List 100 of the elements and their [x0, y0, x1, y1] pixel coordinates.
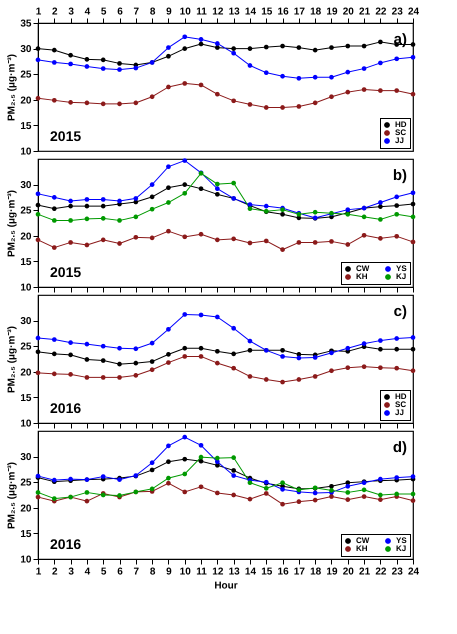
point	[117, 241, 122, 246]
point	[52, 218, 57, 223]
point	[52, 98, 57, 103]
point	[362, 44, 366, 48]
point	[68, 52, 73, 58]
point	[362, 214, 366, 220]
point	[410, 214, 416, 220]
point	[264, 238, 269, 244]
point	[150, 367, 154, 372]
point	[100, 474, 106, 479]
point	[84, 490, 90, 495]
point	[84, 357, 90, 362]
point	[84, 204, 90, 208]
point	[231, 180, 236, 186]
point	[248, 102, 252, 107]
point	[394, 56, 400, 62]
point	[280, 74, 285, 79]
x-tick-label: 15	[261, 566, 273, 578]
x-tick-label: 20	[342, 566, 354, 578]
point	[410, 346, 416, 352]
point	[133, 214, 138, 220]
legend-label: CW	[356, 536, 370, 545]
point	[198, 82, 204, 88]
point	[329, 74, 334, 80]
y-tick-label: 25	[20, 70, 32, 81]
y-tick-label: 10	[20, 418, 32, 430]
point	[410, 54, 416, 60]
y-tick-label: 10	[20, 146, 32, 158]
point	[166, 185, 171, 190]
point	[264, 491, 269, 496]
point	[182, 81, 188, 86]
point	[182, 190, 188, 196]
point	[296, 377, 302, 382]
x2-tick-label: 10	[180, 6, 192, 18]
point	[296, 76, 302, 81]
y-tick-label: 15	[20, 528, 32, 540]
point	[410, 498, 416, 503]
x2-tick-label: 4	[84, 6, 91, 18]
point	[117, 218, 122, 223]
y-axis-title: PM₂.₅ (μg·m⁻³)	[6, 54, 18, 122]
point	[345, 70, 350, 74]
point	[231, 46, 236, 51]
point	[84, 242, 90, 248]
point	[394, 492, 400, 496]
legend-label: SC	[395, 128, 406, 137]
point	[362, 232, 366, 238]
point	[362, 341, 366, 346]
point	[329, 494, 334, 499]
x-tick-label: 13	[228, 566, 240, 578]
point	[150, 94, 154, 100]
point	[100, 58, 106, 62]
point	[410, 42, 416, 47]
x2-tick-label: 13	[228, 6, 240, 18]
point	[100, 102, 106, 106]
x2-tick-label: 16	[278, 6, 290, 18]
point	[100, 66, 106, 71]
point	[394, 336, 400, 341]
y-axis-title: PM₂.₅ (μg·m⁻³)	[6, 190, 18, 258]
point	[378, 60, 383, 66]
point	[410, 240, 416, 244]
point	[215, 92, 220, 97]
x2-tick-label: 20	[342, 6, 354, 18]
legend-label: KJ	[396, 272, 406, 281]
x-tick-label: 24	[408, 566, 420, 578]
x-tick-label: 5	[100, 566, 107, 578]
legend-label: HD	[395, 120, 407, 129]
point	[231, 326, 236, 331]
x-tick-label: 1	[36, 566, 42, 578]
x2-tick-label: 17	[294, 6, 306, 18]
legend-label: KJ	[396, 544, 406, 553]
point	[150, 340, 154, 346]
point	[100, 375, 106, 380]
point	[312, 240, 318, 245]
point	[182, 158, 188, 163]
x2-tick-label: 5	[100, 6, 107, 18]
point	[68, 218, 73, 223]
point	[215, 360, 220, 366]
point	[182, 456, 188, 462]
point	[52, 496, 57, 501]
point	[215, 490, 220, 496]
x-tick-label: 9	[166, 566, 172, 578]
point	[166, 444, 171, 448]
y-tick-label: 30	[20, 316, 32, 328]
point	[280, 354, 285, 359]
point	[182, 346, 188, 351]
x-tick-label: 8	[150, 566, 156, 578]
point	[84, 375, 90, 380]
point	[296, 104, 302, 109]
point	[248, 63, 252, 68]
point	[394, 88, 400, 93]
point	[296, 499, 302, 504]
x-tick-label: 14	[244, 566, 256, 578]
point	[36, 370, 40, 376]
point	[52, 195, 57, 200]
x-tick-label: 2	[52, 566, 58, 578]
point	[198, 346, 204, 351]
point	[362, 87, 366, 92]
x2-tick-label: 15	[261, 6, 273, 18]
point	[280, 212, 285, 217]
point	[312, 498, 318, 502]
